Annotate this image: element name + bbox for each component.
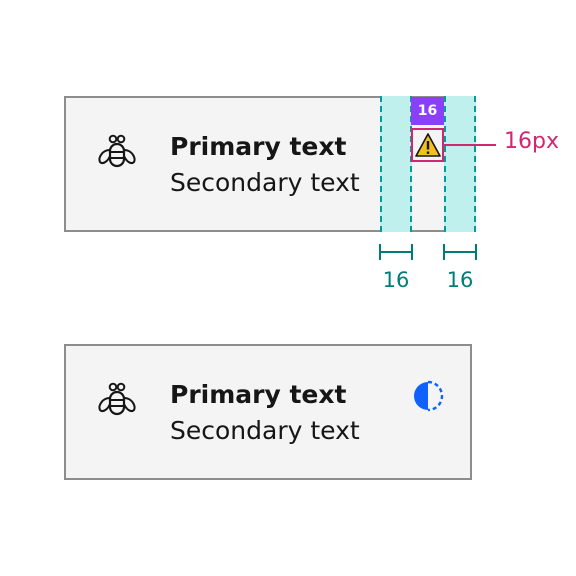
icon-size-callout: 16px <box>504 129 559 154</box>
primary-text: Primary text <box>170 132 347 161</box>
icon-bounding-box <box>411 128 444 162</box>
callout-leader-line <box>444 144 496 146</box>
icon-size-badge: 16 <box>411 97 444 125</box>
warning-icon <box>415 133 441 157</box>
bee-icon <box>98 382 136 416</box>
secondary-text: Secondary text <box>170 416 360 445</box>
bee-icon <box>98 134 136 168</box>
primary-text: Primary text <box>170 380 347 409</box>
left-gap-dimension <box>379 244 413 260</box>
right-gap-dimension <box>443 244 477 260</box>
right-spacing-guide <box>444 96 476 232</box>
list-tile-example: Primary text Secondary text <box>64 344 472 480</box>
right-gap-label: 16 <box>446 268 474 292</box>
contrast-icon <box>414 380 444 412</box>
left-spacing-guide <box>380 96 412 232</box>
secondary-text: Secondary text <box>170 168 360 197</box>
left-gap-label: 16 <box>382 268 410 292</box>
